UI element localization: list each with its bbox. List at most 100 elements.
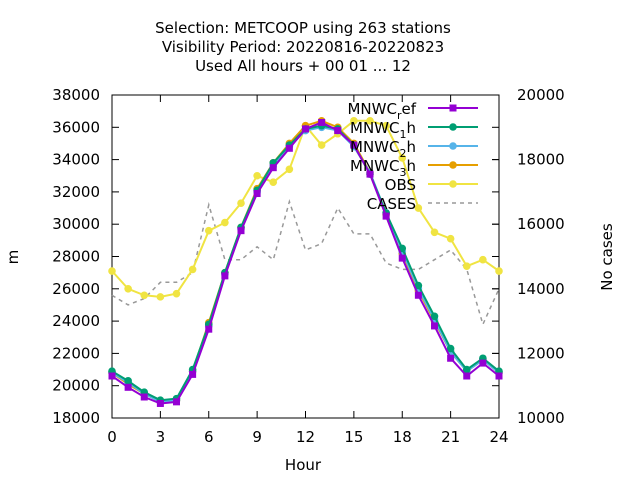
legend-marker [449,180,457,188]
x-tick-label: 0 [107,428,117,446]
legend-label: OBS [385,176,416,194]
data-point [221,272,229,280]
y-tick-label: 36000 [52,118,100,136]
data-point [253,171,261,180]
data-point [318,118,326,126]
y-tick-label: 30000 [52,215,100,233]
data-point [350,117,358,125]
data-point [173,398,180,406]
data-point [382,121,390,130]
series-line [111,119,500,298]
y2-tick-label: 12000 [517,344,565,362]
y2-axis-label: No cases [598,223,616,291]
series-mnwc-3h [108,117,503,406]
legend-label: MNWCref [347,100,416,122]
data-point [398,154,407,162]
data-point [463,372,471,380]
y2-tick-label: 14000 [517,280,565,298]
data-point [108,372,116,380]
data-point [447,354,455,362]
data-point [204,226,213,235]
data-point [430,228,439,237]
data-point [495,267,503,275]
data-point [172,289,181,298]
data-point [269,164,277,172]
y-axis-label: m [4,250,22,265]
data-point [366,170,374,178]
legend-marker [449,123,457,131]
data-point [334,127,342,135]
data-point [124,377,132,385]
series-mnwc-ref [108,118,503,407]
y2-tick-label: 20000 [517,86,565,104]
series-line [111,119,500,403]
data-point [350,141,358,149]
x-axis-label: Hour [285,456,322,474]
data-point [205,325,213,333]
series-obs [108,117,503,301]
y-tick-label: 32000 [52,183,100,201]
y-tick-label: 28000 [52,248,100,266]
data-point [446,344,455,353]
x-tick-label: 12 [296,428,315,446]
data-point [156,293,165,301]
legend-label: MNWC3h [350,157,416,179]
series-line [111,126,500,403]
y-tick-label: 20000 [52,377,100,395]
x-tick-label: 9 [252,428,262,446]
data-point [366,117,374,125]
y2-tick-label: 16000 [517,215,565,233]
data-point [446,234,455,243]
data-point [124,383,132,391]
x-tick-label: 6 [204,428,214,446]
data-point [398,254,406,262]
y-axis: 18000 20000 22000 24000 26000 28000 30000 32000… [52,86,499,427]
title-line: Selection: METCOOP using 263 stations [155,19,451,37]
data-point [237,227,245,235]
y2-tick-label: 18000 [517,151,565,169]
legend-marker [449,142,457,150]
data-point [430,312,439,321]
y2-axis: 10000 12000 14000 16000 18000 20000 [492,86,565,427]
data-point [479,255,487,264]
title-line: Used All hours + 00 01 ... 12 [195,57,411,75]
y-tick-label: 26000 [52,280,100,298]
data-point [108,267,116,275]
y-tick-label: 18000 [52,409,100,427]
data-point [285,144,293,152]
data-point [156,399,164,407]
y-tick-label: 24000 [52,312,100,330]
data-point [189,370,197,378]
data-point [237,199,245,208]
data-point [414,281,423,290]
legend-marker [449,161,457,169]
x-tick-label: 21 [441,428,460,446]
legend-label: MNWC2h [350,138,416,160]
series-line [111,124,500,402]
data-point [414,291,422,299]
legend-marker [449,104,457,112]
data-point [269,178,278,187]
x-tick-label: 15 [344,428,363,446]
data-point [140,393,148,401]
y-tick-label: 38000 [52,86,100,104]
data-point [302,125,309,133]
data-point [140,291,149,300]
chart-title: Selection: METCOOP using 263 stationsVis… [155,19,451,75]
data-point [382,212,390,220]
data-point [431,322,438,330]
x-tick-label: 3 [156,428,166,446]
data-point [317,141,326,149]
x-tick-label: 24 [489,428,508,446]
x-axis: 0 3 6 9 12 15 18 21 24 [107,95,509,446]
y-tick-label: 22000 [52,344,100,362]
series-cases [111,199,500,327]
title-line: Visibility Period: 20220816-20220823 [162,38,444,56]
series-line [111,199,500,327]
data-point [285,165,294,174]
data-point [495,372,503,380]
x-tick-label: 18 [393,428,412,446]
data-point [462,262,471,270]
